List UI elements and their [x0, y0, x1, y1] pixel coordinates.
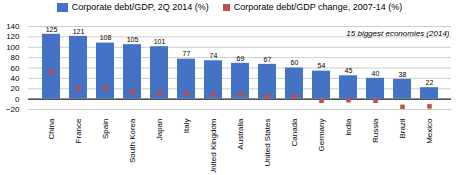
svg-text:100: 100	[6, 43, 20, 52]
svg-text:45: 45	[345, 67, 353, 74]
svg-text:United States: United States	[263, 119, 272, 167]
svg-text:Canada: Canada	[290, 118, 299, 147]
svg-text:15 biggest economies (2014): 15 biggest economies (2014)	[346, 29, 450, 38]
svg-text:40: 40	[372, 70, 380, 77]
svg-text:67: 67	[264, 56, 272, 63]
svg-text:121: 121	[73, 28, 85, 35]
svg-text:80: 80	[11, 53, 20, 62]
svg-text:74: 74	[210, 52, 218, 59]
svg-text:−20: −20	[6, 105, 20, 114]
svg-text:69: 69	[237, 55, 245, 62]
svg-text:France: France	[74, 118, 83, 143]
svg-text:Spain: Spain	[101, 119, 110, 139]
svg-text:125: 125	[46, 26, 58, 33]
html-text:Corporate debt/GDP change, 200: Corporate debt/GDP change, 2007-14 (%)	[233, 2, 403, 12]
svg-text:United Kingdom: United Kingdom	[209, 118, 218, 173]
svg-text:22: 22	[426, 79, 434, 86]
svg-text:54: 54	[318, 62, 326, 69]
svg-text:38: 38	[399, 71, 407, 78]
svg-text:Brazil: Brazil	[398, 118, 407, 138]
svg-text:India: India	[344, 118, 353, 136]
svg-text:Germany: Germany	[317, 119, 326, 152]
svg-text:77: 77	[183, 50, 191, 57]
svg-text:101: 101	[154, 38, 166, 45]
svg-text:20: 20	[11, 84, 20, 93]
svg-text:140: 140	[6, 22, 20, 31]
svg-text:China: China	[47, 118, 56, 139]
svg-text:Japan: Japan	[155, 119, 164, 141]
svg-text:Russia: Russia	[371, 118, 380, 143]
svg-text:Mexico: Mexico	[425, 118, 434, 144]
svg-text:120: 120	[6, 32, 20, 41]
svg-text:108: 108	[100, 34, 112, 41]
svg-text:60: 60	[11, 64, 20, 73]
svg-text:0: 0	[15, 95, 20, 104]
svg-text:60: 60	[291, 59, 299, 66]
svg-text:105: 105	[127, 36, 139, 43]
html-text:Corporate debt/GDP, 2Q 2014 (%: Corporate debt/GDP, 2Q 2014 (%)	[71, 2, 209, 12]
svg-text:40: 40	[11, 74, 20, 83]
svg-text:South Korea: South Korea	[128, 118, 137, 163]
svg-text:Italy: Italy	[182, 119, 191, 134]
svg-text:Australia: Australia	[236, 118, 245, 150]
